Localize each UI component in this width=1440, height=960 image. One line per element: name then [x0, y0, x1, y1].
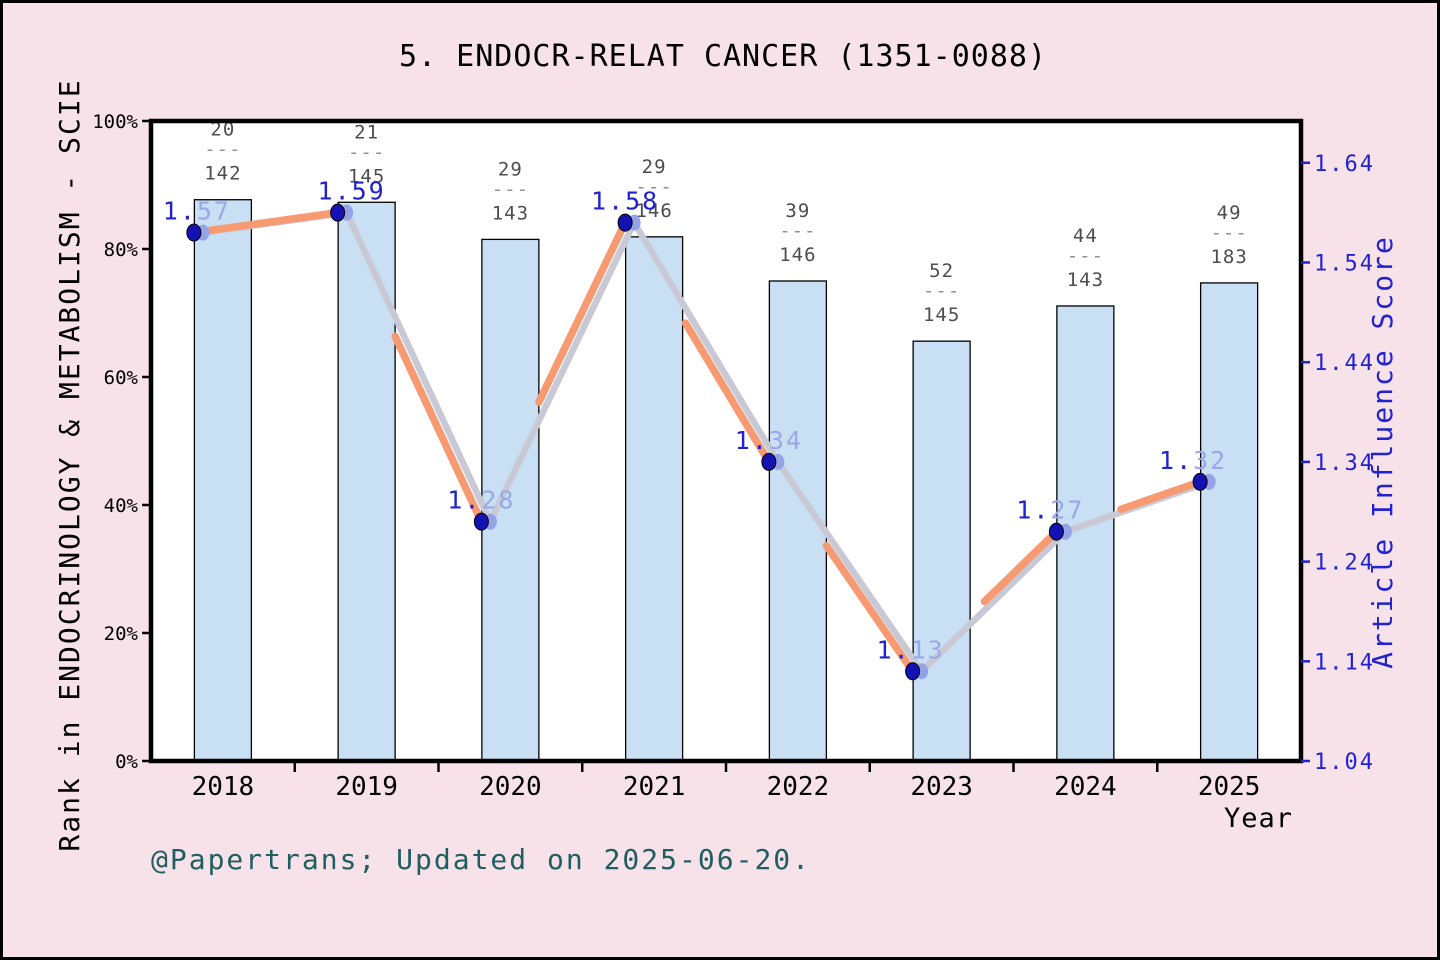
- y-left-tick-label: 60%: [104, 367, 139, 389]
- x-tick-label: 2020: [479, 772, 542, 802]
- bar: [1199, 282, 1259, 762]
- ais-point-marker: [1048, 522, 1064, 541]
- x-axis-title: Year: [1223, 803, 1293, 834]
- ais-point-label: 1.59: [318, 177, 386, 206]
- ais-point-marker: [473, 512, 489, 531]
- bar: [624, 236, 684, 762]
- bar-fraction-denominator: 183: [1210, 246, 1247, 268]
- y-left-tick-label: 80%: [104, 239, 139, 261]
- ais-point-marker: [186, 223, 202, 242]
- ais-point-label: 1.28: [447, 486, 515, 515]
- x-tick-label: 2022: [767, 772, 830, 802]
- ais-line-segment: [822, 541, 917, 676]
- bar-fraction-numerator: 29: [642, 156, 667, 178]
- ais-point-marker: [330, 203, 346, 222]
- fraction-dash: ---: [204, 139, 241, 161]
- bar-fraction-numerator: 52: [929, 260, 954, 282]
- ais-line-segment: [535, 218, 629, 406]
- fraction-dash: ---: [635, 176, 672, 198]
- x-tick-label: 2021: [623, 772, 686, 802]
- bar-fraction-numerator: 44: [1073, 225, 1098, 247]
- y-left-tick-label: 20%: [104, 623, 139, 645]
- ais-point-label: 1.58: [591, 187, 659, 216]
- x-tick-label: 2023: [910, 772, 973, 802]
- fraction-dash: ---: [348, 141, 385, 163]
- y-right-tick-label: 1.44: [1314, 351, 1375, 376]
- ais-point-label: 1.32: [1159, 446, 1227, 475]
- bar-fraction-numerator: 29: [498, 158, 523, 180]
- ais-point-label: 1.13: [877, 635, 945, 664]
- ais-line-segment: [200, 208, 342, 235]
- bar-fraction-denominator: 146: [779, 244, 816, 266]
- fraction-dash: ---: [492, 178, 529, 200]
- bar-fraction-numerator: 49: [1217, 202, 1242, 224]
- y-right-tick-label: 1.54: [1314, 252, 1375, 277]
- ais-point-marker: [617, 213, 633, 232]
- bar: [912, 340, 971, 762]
- bar-fraction-denominator: 146: [635, 200, 672, 222]
- bar-fraction-denominator: 145: [923, 304, 960, 326]
- bar: [337, 201, 396, 762]
- x-tick-label: 2024: [1054, 772, 1117, 802]
- ais-line-segment: [391, 332, 486, 526]
- y-left-tick-label: 100%: [92, 111, 138, 133]
- y-right-tick-label: 1.24: [1314, 551, 1375, 576]
- watermark-caption: @Papertrans; Updated on 2025-06-20.: [151, 843, 812, 876]
- ais-point-label: 1.34: [735, 426, 803, 455]
- fraction-dash: ---: [779, 220, 816, 242]
- ais-line-segment: [681, 319, 773, 466]
- y-right-tick-label: 1.64: [1314, 152, 1375, 177]
- ais-point-marker: [1192, 472, 1208, 491]
- x-tick-label: 2025: [1198, 772, 1261, 802]
- ais-line-segment: [980, 527, 1061, 606]
- ais-point-label: 1.27: [1016, 496, 1084, 525]
- ais-point-marker: [905, 662, 921, 681]
- y-left-tick-label: 40%: [104, 495, 139, 517]
- y-left-tick-label: 0%: [115, 751, 138, 773]
- fraction-dash: ---: [923, 280, 960, 302]
- fraction-dash: ---: [1067, 245, 1104, 267]
- bar-fraction-numerator: 21: [354, 121, 379, 143]
- y-right-tick-label: 1.14: [1314, 650, 1375, 675]
- bar-fraction-denominator: 145: [348, 165, 385, 187]
- ais-line-segment: [1117, 478, 1204, 514]
- x-tick-label: 2019: [335, 772, 398, 802]
- bar-fraction-denominator: 142: [204, 163, 241, 185]
- bar-fraction-denominator: 143: [492, 202, 529, 224]
- bar-fraction-numerator: 39: [785, 200, 810, 222]
- x-tick-label: 2018: [192, 772, 255, 802]
- bar: [193, 199, 253, 762]
- ais-point-label: 1.57: [163, 197, 231, 226]
- y-right-tick-label: 1.34: [1314, 451, 1375, 476]
- ais-line-shadow: [199, 209, 1213, 675]
- y-right-tick-label: 1.04: [1314, 750, 1375, 775]
- ais-point-marker: [761, 452, 777, 471]
- bar-fraction-denominator: 143: [1067, 269, 1104, 291]
- fraction-dash: ---: [1210, 222, 1247, 244]
- chart-title: 5. ENDOCR-RELAT CANCER (1351-0088): [398, 39, 1048, 74]
- bar-fraction-numerator: 20: [210, 119, 235, 141]
